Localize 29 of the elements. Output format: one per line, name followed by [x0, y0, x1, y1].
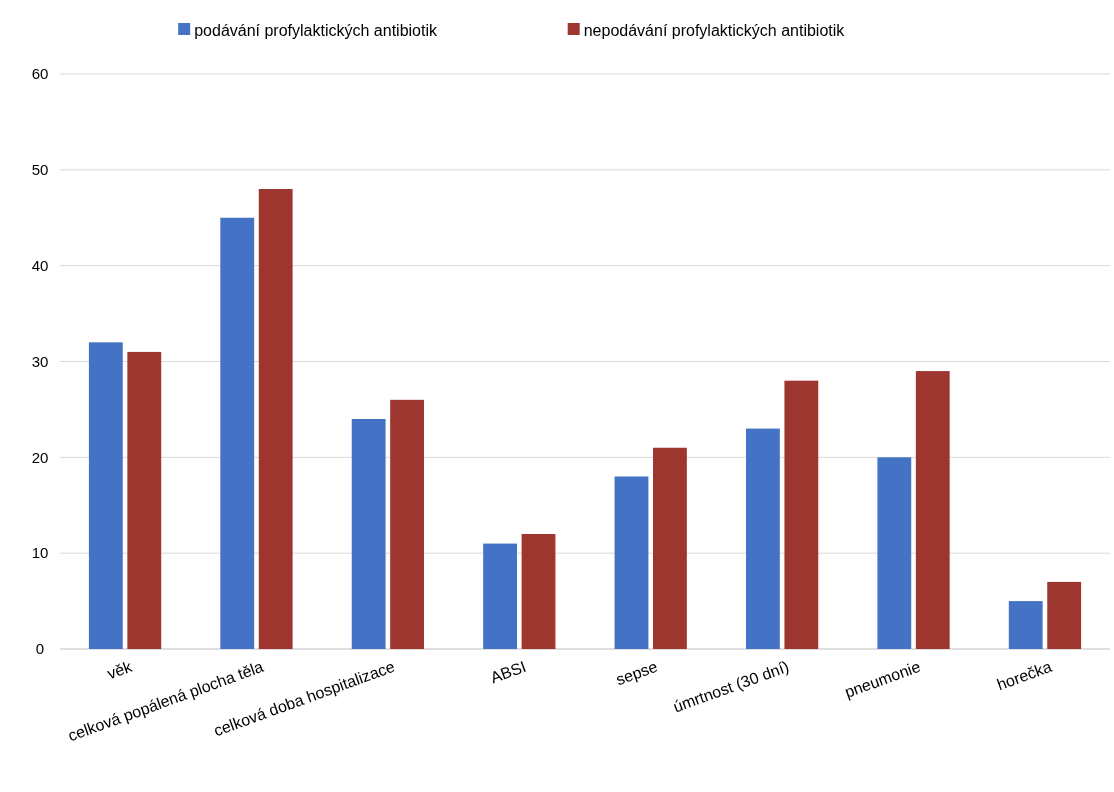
- y-tick-label: 0: [35, 640, 45, 658]
- y-tick-label: 50: [31, 161, 49, 179]
- bar: [653, 447, 687, 649]
- legend-label: podávání profylaktických antibiotik: [194, 21, 438, 39]
- bar: [915, 371, 950, 649]
- bar: [877, 457, 912, 649]
- bar: [483, 543, 517, 649]
- y-tick-label: 10: [31, 544, 49, 562]
- x-tick-label: ABSI: [488, 657, 529, 687]
- y-tick-label: 20: [31, 448, 49, 466]
- legend-label: nepodávání profylaktických antibiotik: [583, 21, 846, 39]
- bar: [390, 399, 425, 649]
- x-tick-label: věk: [104, 657, 136, 683]
- y-tick-label: 40: [31, 256, 49, 274]
- y-tick-label: 60: [31, 65, 49, 83]
- bar: [127, 351, 162, 649]
- y-tick-label: 30: [31, 352, 49, 370]
- bar: [614, 476, 649, 649]
- bar: [258, 189, 293, 649]
- bar: [220, 217, 255, 649]
- bar: [521, 534, 556, 649]
- x-tick-label: horečka: [994, 657, 1055, 694]
- bar: [1008, 601, 1043, 649]
- bar: [351, 419, 386, 649]
- bar: [745, 428, 780, 649]
- bar: [1047, 581, 1082, 649]
- x-tick-label: sepse: [613, 657, 660, 689]
- bar: [88, 342, 123, 649]
- bar: [784, 380, 819, 649]
